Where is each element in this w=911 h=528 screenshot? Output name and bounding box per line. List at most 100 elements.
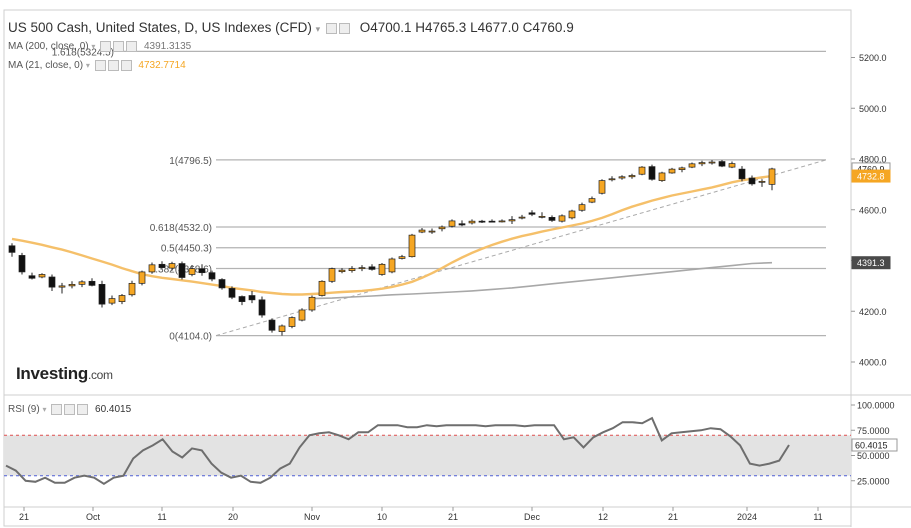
- bull-candle: [58, 285, 66, 288]
- bear-candle: [48, 276, 56, 288]
- ma200-label[interactable]: MA (200, close, 0): [8, 41, 89, 53]
- eye-icon[interactable]: [107, 60, 119, 71]
- bull-candle: [768, 168, 776, 185]
- time-tick-label: Nov: [304, 512, 321, 522]
- bull-candle: [298, 309, 306, 321]
- time-tick-label: 11: [813, 512, 822, 522]
- fib-level-label: 1(4796.5): [169, 156, 212, 167]
- bull-candle: [38, 274, 46, 278]
- price-tag-box: [851, 169, 891, 183]
- rsi-label[interactable]: RSI (9): [8, 404, 40, 416]
- investing-logo: Investing.com: [16, 364, 113, 384]
- settings-icon[interactable]: [51, 404, 63, 415]
- rsi-legend: RSI (9) ▾ 60.4015: [8, 404, 131, 415]
- bear-candle: [258, 299, 266, 316]
- bear-candle: [548, 217, 556, 221]
- time-tick-label: 11: [157, 512, 166, 522]
- bull-candle: [418, 229, 426, 233]
- bear-candle: [368, 266, 376, 270]
- eye-icon[interactable]: [338, 22, 350, 34]
- dropdown-arrow-icon[interactable]: ▾: [91, 42, 96, 52]
- price-tag-label: 4391.3: [857, 258, 885, 268]
- chart-header: US 500 Cash, United States, D, US Indexe…: [8, 20, 574, 35]
- close-icon[interactable]: [77, 404, 89, 415]
- dropdown-arrow-icon[interactable]: ▾: [85, 61, 90, 71]
- bear-candle: [488, 220, 496, 223]
- bull-candle: [428, 230, 436, 233]
- bull-candle: [468, 220, 476, 224]
- bull-candle: [408, 234, 416, 258]
- bull-candle: [598, 180, 606, 194]
- settings-icon[interactable]: [325, 22, 337, 34]
- bull-candle: [278, 325, 286, 332]
- time-tick-label: 21: [668, 512, 678, 522]
- bull-candle: [318, 280, 326, 296]
- dropdown-arrow-icon[interactable]: ▾: [315, 24, 321, 34]
- bear-candle: [528, 212, 536, 215]
- bull-candle: [588, 198, 596, 203]
- eye-icon[interactable]: [64, 404, 76, 415]
- bear-candle: [248, 295, 256, 301]
- close-value: C4760.9: [522, 20, 574, 35]
- bull-candle: [678, 167, 686, 171]
- bull-candle: [108, 298, 116, 304]
- bull-candle: [638, 166, 646, 175]
- chart-title[interactable]: US 500 Cash, United States, D, US Indexe…: [8, 20, 312, 35]
- close-icon[interactable]: [120, 60, 132, 71]
- settings-icon[interactable]: [94, 60, 106, 71]
- fib-level-label: 1.618(5324.5): [52, 47, 114, 58]
- bull-candle: [128, 282, 136, 296]
- ma200-legend: MA (200, close, 0) ▾ 4391.3135: [8, 41, 191, 52]
- time-tick-label: Dec: [524, 512, 541, 522]
- bull-candle: [558, 215, 566, 222]
- bull-candle: [378, 263, 386, 275]
- bear-candle: [8, 245, 16, 253]
- rsi-tick-label: 50.0000: [857, 451, 890, 461]
- close-icon[interactable]: [126, 41, 138, 52]
- time-tick-label: 10: [377, 512, 387, 522]
- bull-candle: [698, 162, 706, 165]
- ma200-line: [311, 261, 773, 300]
- bull-candle: [398, 256, 406, 259]
- bear-candle: [648, 166, 656, 180]
- bull-candle: [438, 226, 446, 230]
- price-tag-label: 4760.9: [857, 164, 885, 174]
- time-tick-label: 2024: [737, 512, 757, 522]
- bull-candle: [518, 216, 526, 219]
- price-tick-label: 5000.0: [859, 104, 887, 114]
- rsi-tick-label: 100.0000: [857, 401, 895, 411]
- bull-candle: [668, 168, 676, 174]
- low-value: L4677.0: [470, 20, 519, 35]
- bull-candle: [628, 175, 636, 178]
- eye-icon[interactable]: [113, 41, 125, 52]
- time-tick-label: 21: [448, 512, 458, 522]
- bull-candle: [708, 161, 716, 164]
- bull-candle: [188, 268, 196, 275]
- dropdown-arrow-icon[interactable]: ▾: [42, 405, 47, 415]
- bear-candle: [238, 296, 246, 302]
- settings-icon[interactable]: [100, 41, 112, 52]
- bull-candle: [138, 271, 146, 284]
- bear-candle: [88, 280, 96, 286]
- fib-level-label: 0.618(4532.0): [150, 223, 212, 234]
- ma21-label[interactable]: MA (21, close, 0): [8, 60, 84, 72]
- bull-candle: [358, 267, 366, 269]
- bear-candle: [458, 223, 466, 226]
- bull-candle: [538, 215, 546, 218]
- bull-candle: [68, 284, 76, 287]
- fib-level-label: 0.5(4450.3): [161, 244, 212, 255]
- rsi-tag-box: [851, 438, 898, 452]
- bull-candle: [168, 263, 176, 269]
- bear-candle: [718, 161, 726, 167]
- high-value: H4765.3: [415, 20, 467, 35]
- bull-candle: [618, 176, 626, 179]
- time-tick-label: 12: [598, 512, 608, 522]
- bear-candle: [28, 275, 36, 279]
- bear-candle: [98, 284, 106, 305]
- bear-candle: [178, 263, 186, 278]
- bull-candle: [688, 163, 696, 168]
- bull-candle: [288, 317, 296, 327]
- bull-candle: [508, 219, 516, 222]
